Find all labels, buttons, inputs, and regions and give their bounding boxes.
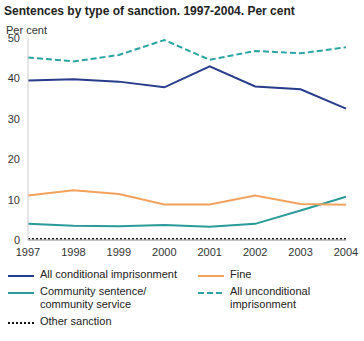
svg-text:2001: 2001	[197, 246, 221, 258]
svg-text:0: 0	[14, 234, 20, 246]
svg-text:20: 20	[8, 153, 20, 165]
svg-text:1998: 1998	[61, 246, 85, 258]
svg-text:40: 40	[8, 72, 20, 84]
svg-text:2002: 2002	[243, 246, 267, 258]
svg-text:50: 50	[8, 32, 20, 44]
svg-text:2003: 2003	[288, 246, 312, 258]
svg-text:1999: 1999	[107, 246, 131, 258]
svg-text:30: 30	[8, 113, 20, 125]
svg-text:1997: 1997	[16, 246, 40, 258]
svg-text:10: 10	[8, 194, 20, 206]
svg-text:2000: 2000	[152, 246, 176, 258]
svg-text:2004: 2004	[334, 246, 356, 258]
